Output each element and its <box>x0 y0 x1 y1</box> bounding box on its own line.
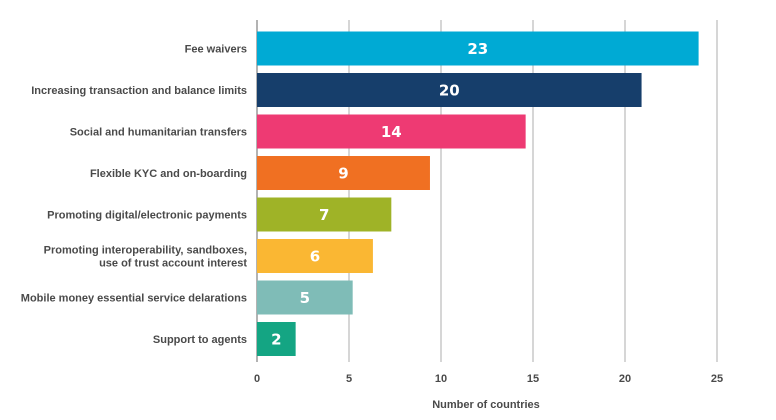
bar <box>257 280 353 315</box>
category-label: Flexible KYC and on-boarding <box>90 168 247 180</box>
data-label: 5 <box>300 289 310 307</box>
x-axis-title: Number of countries <box>432 399 540 411</box>
bar <box>257 114 526 149</box>
data-label: 23 <box>467 40 488 58</box>
x-tick-label: 0 <box>254 373 260 385</box>
data-label: 14 <box>381 123 402 141</box>
x-tick-label: 10 <box>435 373 447 385</box>
x-axis-ticks: 0 5 10 15 20 25 <box>254 373 723 385</box>
category-label: Increasing transaction and balance limit… <box>31 85 247 97</box>
x-tick-label: 25 <box>711 373 723 385</box>
category-labels: Fee waivers Increasing transaction and ba… <box>21 44 248 347</box>
data-label: 6 <box>310 248 320 266</box>
category-label: Mobile money essential service delaratio… <box>21 293 247 305</box>
category-label: Promoting digital/electronic payments <box>47 210 247 222</box>
x-tick-label: 15 <box>527 373 539 385</box>
bar <box>257 156 430 190</box>
data-label: 20 <box>439 82 460 100</box>
bar <box>257 31 699 66</box>
x-tick-label: 5 <box>346 373 352 385</box>
x-tick-label: 20 <box>619 373 631 385</box>
category-label: Social and humanitarian transfers <box>70 127 247 139</box>
bar <box>257 197 392 232</box>
data-label: 2 <box>271 331 281 349</box>
bar <box>257 322 296 356</box>
bars: 23 20 14 9 7 6 5 2 <box>257 31 699 356</box>
data-label: 9 <box>338 165 348 183</box>
bar <box>257 239 373 273</box>
category-label: Fee waivers <box>185 44 247 56</box>
bar <box>257 73 642 107</box>
category-label: Promoting interoperability, sandboxes, us… <box>44 245 248 270</box>
data-label: 7 <box>319 206 329 224</box>
category-label: Support to agents <box>153 334 247 346</box>
